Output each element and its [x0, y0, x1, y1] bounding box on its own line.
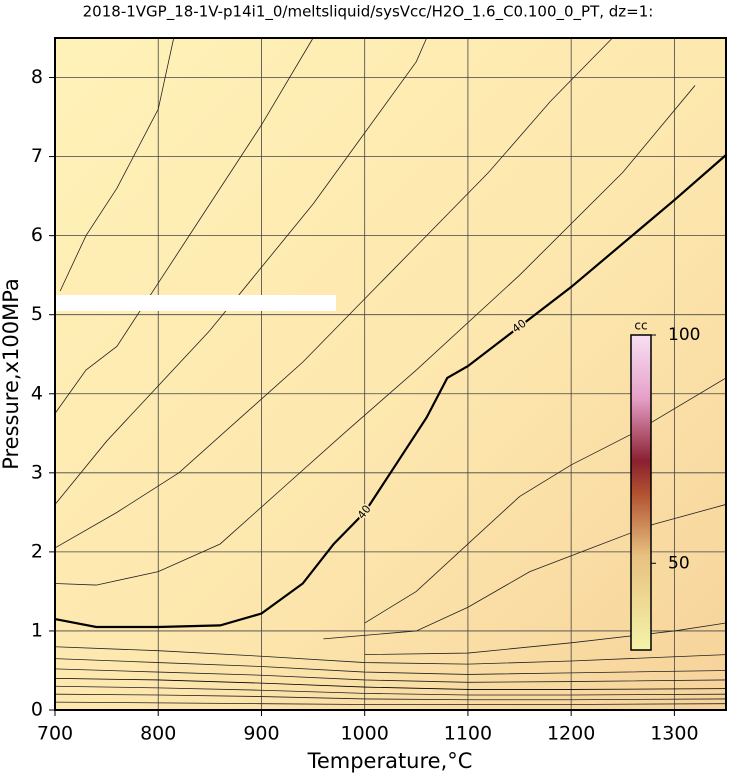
x-tick-label: 900 — [243, 723, 279, 745]
mask-strip — [55, 295, 336, 311]
contour-line — [59, 37, 175, 292]
y-tick-label: 6 — [31, 224, 43, 246]
y-tick-label: 0 — [31, 699, 43, 721]
contour-line — [54, 685, 727, 696]
y-tick-label: 1 — [31, 619, 43, 641]
contour-line — [54, 85, 696, 586]
plot-frame — [54, 37, 727, 711]
contour-line — [54, 701, 727, 705]
x-tick-label: 1100 — [444, 723, 492, 745]
colorbar-label: cc — [634, 319, 647, 333]
colorbar-tick-label: 50 — [668, 553, 690, 573]
x-tick-label: 1000 — [341, 723, 389, 745]
contour-line — [54, 37, 314, 414]
contour-line — [54, 37, 427, 505]
contour-line — [54, 646, 727, 665]
colorbar-tick-label: 100 — [668, 325, 700, 345]
chart-title: 2018-1VGP_18-1V-p14i1_0/meltsliquid/sysV… — [83, 3, 654, 22]
contour-line — [364, 622, 727, 656]
contour-line — [54, 693, 727, 701]
y-axis-label: Pressure,x100MPa — [0, 278, 23, 470]
y-tick-label: 4 — [31, 382, 43, 404]
x-axis-label: Temperature,°C — [307, 749, 473, 773]
colorbar — [630, 334, 652, 651]
contour-line-labeled — [54, 154, 727, 629]
x-tick-label: 800 — [140, 723, 176, 745]
x-tick-label: 1200 — [547, 723, 595, 745]
y-tick-label: 2 — [31, 540, 43, 562]
contour-line — [323, 504, 727, 640]
contour-line — [54, 37, 613, 549]
contour-line — [54, 658, 727, 675]
x-tick-label: 700 — [37, 723, 73, 745]
y-tick-label: 8 — [31, 66, 43, 88]
y-tick-label: 5 — [31, 303, 43, 325]
y-tick-label: 7 — [31, 145, 43, 167]
contour-line — [54, 677, 727, 690]
contour-line — [54, 668, 727, 683]
y-tick-label: 3 — [31, 461, 43, 483]
x-tick-label: 1300 — [650, 723, 698, 745]
plot-background — [55, 38, 726, 710]
